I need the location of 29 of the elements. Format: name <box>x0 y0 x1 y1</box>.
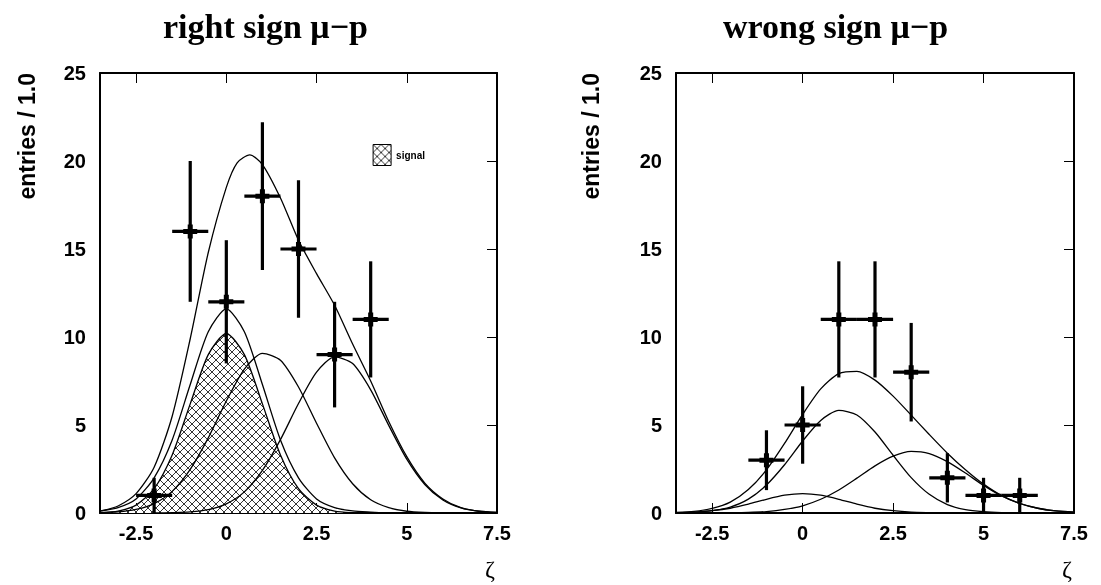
y-tick-label: 15 <box>63 238 86 260</box>
y-tick-label: 5 <box>650 414 662 436</box>
x-tick-label: 7.5 <box>1060 522 1088 544</box>
y-tick-label: 0 <box>650 502 662 524</box>
y-tick-label: 5 <box>74 414 86 436</box>
y-tick-label: 20 <box>63 150 86 172</box>
x-tick-label: -2.5 <box>694 522 730 544</box>
x-axis-title: ζ <box>1062 556 1072 582</box>
x-tick-label: 0 <box>797 522 809 544</box>
legend-label: signal <box>396 149 426 161</box>
x-tick-label: -2.5 <box>118 522 154 544</box>
x-axis-title: ζ <box>485 556 495 582</box>
x-tick-label: 2.5 <box>302 522 331 544</box>
y-axis-title: entries / 1.0 <box>13 73 40 200</box>
x-tick-label: 5 <box>977 522 990 544</box>
y-tick-label: 25 <box>63 62 86 84</box>
x-tick-label: 7.5 <box>483 522 511 544</box>
y-axis-title: entries / 1.0 <box>577 73 604 200</box>
x-tick-label: 2.5 <box>879 522 907 544</box>
y-tick-label: 15 <box>639 238 662 260</box>
x-tick-label: 0 <box>220 522 232 544</box>
x-tick-label: 5 <box>401 522 413 544</box>
chart-title: right sign μ−p <box>163 7 368 45</box>
chart-title: wrong sign μ−p <box>723 7 949 45</box>
y-tick-label: 10 <box>63 326 86 348</box>
y-tick-label: 25 <box>639 62 662 84</box>
y-tick-label: 20 <box>639 150 662 172</box>
y-tick-label: 0 <box>74 502 86 524</box>
y-tick-label: 10 <box>639 326 662 348</box>
